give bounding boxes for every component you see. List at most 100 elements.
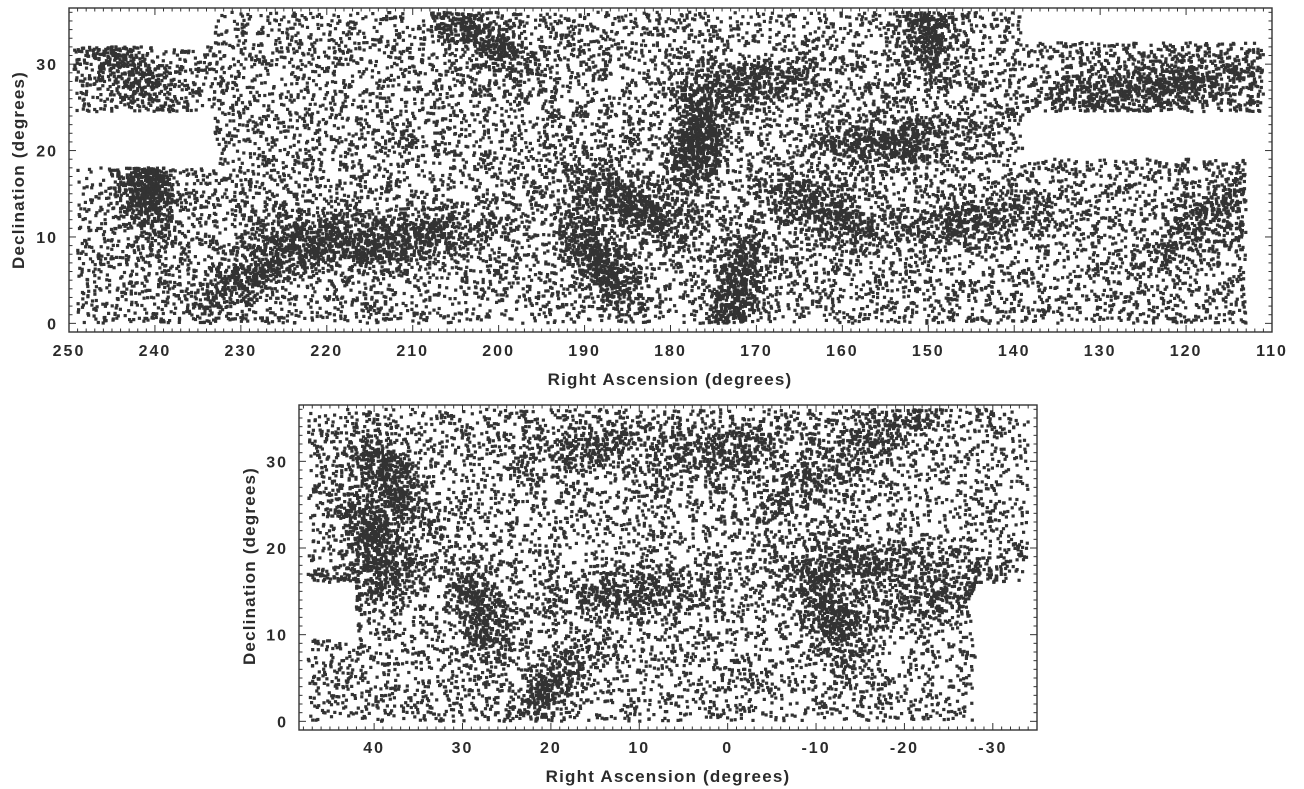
galaxy-point <box>566 63 570 67</box>
galaxy-point <box>341 236 345 240</box>
galaxy-point <box>1033 214 1037 218</box>
galaxy-point <box>226 161 230 165</box>
galaxy-point <box>535 158 539 163</box>
galaxy-point <box>249 219 253 223</box>
galaxy-point <box>911 301 915 305</box>
galaxy-point <box>775 105 779 109</box>
galaxy-point <box>341 49 345 54</box>
galaxy-point <box>585 149 589 153</box>
galaxy-point <box>363 247 367 251</box>
galaxy-point <box>728 16 732 20</box>
galaxy-point <box>368 308 372 312</box>
galaxy-point <box>547 233 551 237</box>
galaxy-point <box>83 200 87 204</box>
galaxy-point <box>613 254 617 258</box>
galaxy-point <box>134 213 138 218</box>
galaxy-point <box>118 307 122 311</box>
galaxy-point <box>525 60 529 64</box>
galaxy-point <box>703 279 707 283</box>
galaxy-point <box>1216 239 1220 244</box>
galaxy-point <box>657 90 661 94</box>
galaxy-point <box>864 188 868 192</box>
galaxy-point <box>763 124 767 128</box>
galaxy-point <box>987 211 991 215</box>
galaxy-point <box>467 173 471 177</box>
galaxy-point <box>921 209 925 214</box>
galaxy-point <box>710 204 714 208</box>
galaxy-point <box>208 305 212 309</box>
galaxy-point <box>659 208 663 212</box>
galaxy-point <box>356 122 360 126</box>
galaxy-point <box>325 66 329 70</box>
galaxy-point <box>923 78 927 82</box>
galaxy-point <box>288 302 292 306</box>
galaxy-point <box>821 237 826 241</box>
galaxy-point <box>1145 238 1149 242</box>
galaxy-point <box>110 106 114 111</box>
galaxy-point <box>328 189 332 193</box>
galaxy-point <box>542 233 546 237</box>
galaxy-point <box>571 121 576 125</box>
galaxy-point <box>302 123 306 128</box>
galaxy-point <box>675 196 679 200</box>
galaxy-point <box>858 86 862 90</box>
galaxy-point <box>785 17 789 21</box>
galaxy-point <box>741 310 746 314</box>
galaxy-point <box>235 22 239 26</box>
galaxy-point <box>510 195 514 199</box>
galaxy-point <box>465 34 469 38</box>
galaxy-point <box>661 86 666 90</box>
galaxy-point <box>519 215 523 219</box>
galaxy-point <box>239 279 243 283</box>
galaxy-point <box>963 213 967 217</box>
galaxy-point <box>864 197 868 201</box>
galaxy-point <box>1136 265 1140 269</box>
galaxy-point <box>622 231 626 235</box>
galaxy-point <box>595 207 599 211</box>
galaxy-point <box>204 222 208 226</box>
galaxy-point <box>994 77 998 81</box>
galaxy-point <box>305 236 309 240</box>
galaxy-point <box>514 96 518 100</box>
galaxy-point <box>297 185 301 189</box>
galaxy-point <box>700 222 704 226</box>
galaxy-point <box>862 120 866 124</box>
galaxy-point <box>736 140 741 144</box>
galaxy-point <box>303 184 307 188</box>
galaxy-point <box>1105 59 1109 63</box>
galaxy-point <box>831 310 835 314</box>
galaxy-point <box>265 318 269 322</box>
galaxy-point <box>559 115 563 119</box>
galaxy-point <box>538 63 542 67</box>
galaxy-point <box>915 57 919 61</box>
galaxy-point <box>285 31 289 35</box>
galaxy-point <box>1007 126 1011 130</box>
galaxy-point <box>792 283 796 287</box>
galaxy-point <box>885 200 889 204</box>
galaxy-point <box>140 227 144 231</box>
galaxy-point <box>176 282 180 287</box>
galaxy-point <box>497 24 502 28</box>
galaxy-point <box>190 222 195 227</box>
galaxy-point <box>801 200 805 204</box>
galaxy-point <box>661 92 665 96</box>
galaxy-point <box>428 298 432 302</box>
galaxy-point <box>822 136 826 140</box>
galaxy-point <box>700 96 704 100</box>
galaxy-point <box>384 139 388 143</box>
galaxy-point <box>449 243 453 247</box>
galaxy-point <box>485 119 489 123</box>
galaxy-point <box>248 15 253 19</box>
galaxy-point <box>386 43 390 47</box>
galaxy-point <box>152 81 156 85</box>
galaxy-point <box>1235 55 1239 59</box>
galaxy-point <box>629 130 633 134</box>
galaxy-point <box>516 276 520 280</box>
galaxy-point <box>1061 300 1065 304</box>
galaxy-point <box>375 207 379 211</box>
galaxy-point <box>909 255 913 259</box>
galaxy-point <box>737 272 741 276</box>
galaxy-point <box>85 176 89 181</box>
galaxy-point <box>238 123 242 127</box>
galaxy-point <box>858 54 862 58</box>
